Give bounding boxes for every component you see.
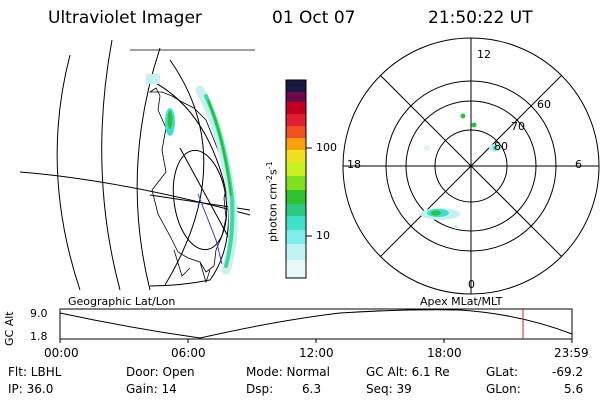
- dsp-label: Dsp:: [246, 382, 274, 396]
- aurora-emission-polar: [420, 113, 501, 229]
- gc-alt-status: GC Alt: 6.1 Re: [366, 365, 450, 379]
- mlat-label-60: 60: [537, 98, 551, 111]
- glon-value: 5.6: [564, 382, 584, 396]
- altitude-ytick-low: 1.8: [30, 330, 48, 343]
- left-panel-title: Geographic Lat/Lon: [68, 295, 176, 308]
- mlat-label-80: 80: [494, 140, 508, 153]
- meridian-arc: [101, 40, 121, 290]
- meridian-arc: [136, 47, 161, 290]
- mlat-label-70: 70: [511, 120, 525, 133]
- mlt-label-12: 12: [477, 48, 491, 61]
- colorbar-tick-10: 10: [316, 229, 330, 242]
- glon-label: GLon:: [486, 382, 521, 396]
- latitude-line: [19, 171, 251, 216]
- coastline: [148, 87, 229, 284]
- glat-value: -69.2: [552, 365, 584, 379]
- meridian-arc: [56, 54, 81, 290]
- colorbar-unit-label: photon cm-2s-1: [265, 161, 280, 242]
- colorbar-tick-100: 100: [316, 141, 337, 154]
- mlt-line: [379, 74, 563, 258]
- right-panel-title: Apex MLat/MLT: [420, 295, 503, 308]
- mlt-label-6: 6: [575, 158, 582, 171]
- altitude-xtick: 18:00: [427, 346, 462, 360]
- seq-status: Seq: 39: [366, 382, 412, 396]
- instrument-title: Ultraviolet Imager: [48, 8, 202, 28]
- mlt-label-18: 18: [347, 158, 361, 171]
- color-bar: [285, 79, 312, 279]
- mode-status: Mode: Normal: [246, 365, 330, 379]
- ip-status: IP: 36.0: [8, 382, 54, 396]
- latitude-ellipse: [172, 149, 228, 251]
- dsp-value: 6.3: [302, 382, 322, 396]
- altitude-xtick: 12:00: [299, 346, 334, 360]
- terminator-line: [197, 193, 223, 265]
- time-label: 21:50:22 UT: [428, 8, 533, 28]
- altitude-ylabel: GC Alt: [3, 311, 16, 346]
- date-label: 01 Oct 07: [272, 8, 356, 28]
- gain-status: Gain: 14: [126, 382, 177, 396]
- aurora-emission-left: [146, 74, 238, 275]
- earth-limb: [149, 79, 230, 287]
- altitude-plot: [59, 308, 573, 343]
- glat-label: GLat:: [486, 365, 519, 379]
- filter-status: Flt: LBHL: [8, 365, 62, 379]
- altitude-ytick-high: 9.0: [30, 307, 48, 320]
- altitude-curve: [59, 309, 573, 339]
- altitude-xtick: 00:00: [44, 346, 79, 360]
- mlt-label-0: 0: [468, 278, 475, 291]
- polar-grid: [342, 37, 600, 295]
- meridian-line: [179, 147, 231, 241]
- door-status: Door: Open: [126, 365, 195, 379]
- altitude-xtick: 06:00: [171, 346, 206, 360]
- altitude-xtick: 23:59: [554, 346, 589, 360]
